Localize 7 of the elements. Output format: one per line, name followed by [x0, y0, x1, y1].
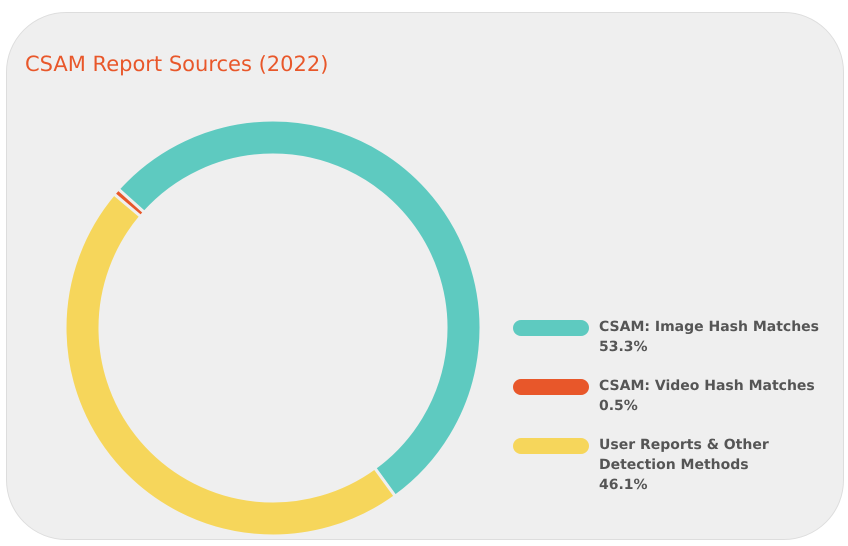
legend-label: User Reports & Other Detection Methods	[599, 437, 769, 473]
data-label: 0.5%	[599, 398, 638, 414]
chart-title: CSAM Report Sources (2022)	[25, 52, 328, 76]
data-label: 53.3%	[599, 339, 648, 355]
data-label: 46.1%	[599, 477, 648, 493]
legend-label: CSAM: Image Hash Matches	[599, 319, 819, 335]
legend-label: CSAM: Video Hash Matches	[599, 378, 815, 394]
